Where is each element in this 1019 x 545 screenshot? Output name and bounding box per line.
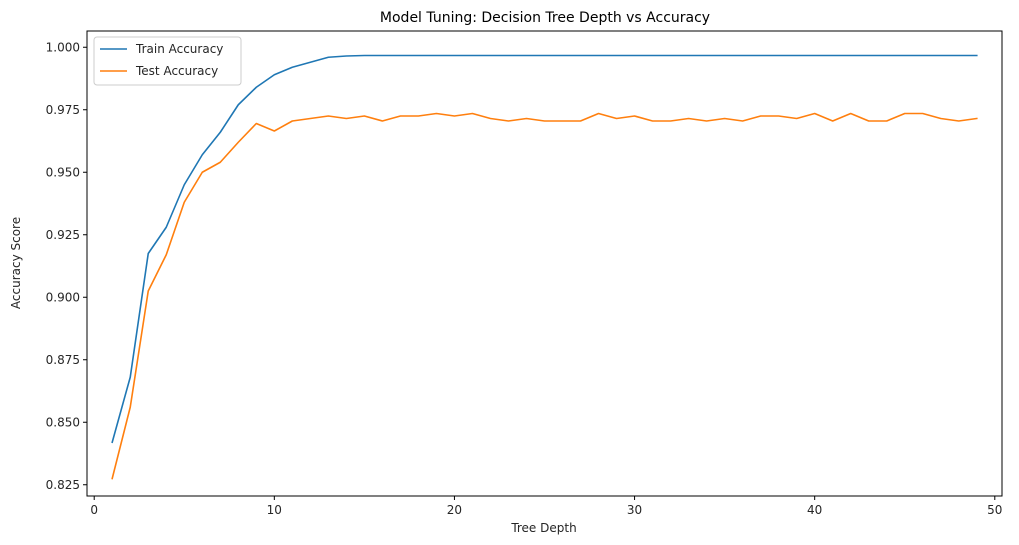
x-tick-label: 50 [987, 503, 1002, 517]
legend-box [93, 36, 242, 86]
chart-title: Model Tuning: Decision Tree Depth vs Acc… [380, 10, 710, 26]
x-tick-label: 20 [447, 503, 462, 517]
x-tick-label: 10 [267, 503, 282, 517]
y-tick-label: 0.975 [46, 103, 80, 117]
y-tick-label: 0.850 [46, 415, 80, 429]
x-tick-label: 0 [90, 503, 98, 517]
y-axis-ticks: 0.825 0.850 0.875 0.900 0.925 0.950 0.975 1.000 [46, 40, 87, 492]
y-tick-label: 1.000 [46, 40, 80, 54]
y-tick-label: 0.875 [46, 353, 80, 367]
y-tick-label: 0.925 [46, 228, 80, 242]
y-tick-label: 0.825 [46, 478, 80, 492]
series-line-test-accuracy [111, 112, 978, 480]
chart-legend: Train Accuracy Test Accuracy [93, 36, 242, 86]
x-tick-label: 40 [807, 503, 822, 517]
series-layer [111, 54, 978, 480]
x-axis-ticks: 0 10 20 30 40 50 [90, 496, 1002, 517]
legend-label: Train Accuracy [135, 42, 223, 56]
x-axis-title: Tree Depth [510, 521, 576, 535]
series-line-train-accuracy [111, 54, 978, 444]
y-tick-label: 0.900 [46, 290, 80, 304]
plot-frame [86, 30, 1003, 497]
y-tick-label: 0.950 [46, 165, 80, 179]
plot-background [87, 31, 1002, 496]
x-tick-label: 30 [627, 503, 642, 517]
plot-area [86, 30, 1003, 497]
legend-label: Test Accuracy [135, 64, 218, 78]
y-axis-title: Accuracy Score [9, 217, 23, 309]
